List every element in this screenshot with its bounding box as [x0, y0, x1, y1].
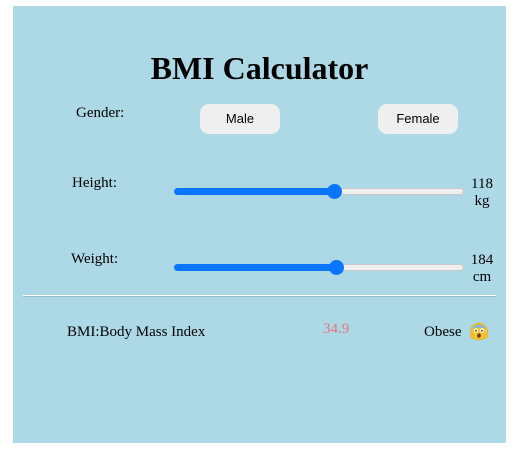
- height-slider-fill: [174, 188, 334, 195]
- height-unit: kg: [474, 193, 490, 209]
- height-slider[interactable]: [174, 184, 464, 200]
- bmi-label: BMI:Body Mass Index: [67, 324, 206, 340]
- height-label: Height:: [72, 175, 117, 191]
- shocked-face-icon: [470, 322, 488, 341]
- male-button[interactable]: Male: [200, 104, 280, 134]
- weight-value: 184: [470, 252, 494, 268]
- weight-unit: cm: [472, 269, 492, 285]
- bmi-value: 34.9: [323, 321, 350, 337]
- female-button[interactable]: Female: [378, 104, 458, 134]
- height-value: 118: [471, 176, 493, 192]
- weight-label: Weight:: [71, 251, 119, 267]
- page-title: BMI Calculator: [150, 50, 369, 86]
- divider: [23, 295, 496, 297]
- weight-slider-thumb[interactable]: [329, 260, 344, 275]
- gender-label: Gender:: [76, 105, 125, 121]
- bmi-calculator-panel: BMI Calculator Gender: Male Female Heigh…: [13, 6, 506, 443]
- bmi-category: Obese: [424, 324, 462, 340]
- height-slider-thumb[interactable]: [327, 184, 342, 199]
- weight-slider-fill: [174, 264, 336, 271]
- weight-slider[interactable]: [174, 260, 464, 276]
